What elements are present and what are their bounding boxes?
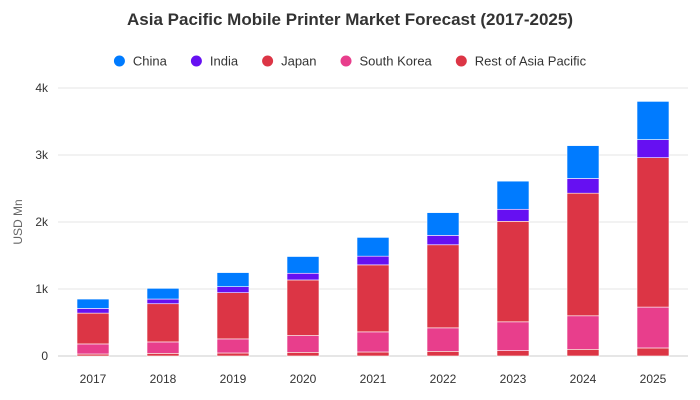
bar-segment[interactable] [146,353,180,357]
legend-item[interactable]: South Korea [340,54,433,69]
legend-label: India [210,54,239,69]
bar-segment[interactable] [496,221,530,323]
legend-swatch [262,55,274,67]
bar-segment[interactable] [566,315,600,350]
y-tick-label: 1k [35,282,49,296]
legend-label: Rest of Asia Pacific [475,54,587,69]
bars [76,101,670,357]
bar-segment[interactable] [496,350,530,357]
bar-segment[interactable] [426,351,460,357]
bar-segment[interactable] [496,208,530,222]
bar-segment[interactable] [356,237,390,257]
y-axis-label: USD Mn [11,199,25,244]
bar-segment[interactable] [286,272,320,281]
x-tick-label: 2018 [150,372,177,386]
bar-segment[interactable] [426,212,460,236]
bar-segment[interactable] [496,321,530,351]
bar-segment[interactable] [76,343,110,355]
bar-segment[interactable] [566,348,600,357]
y-tick-label: 0 [41,349,48,363]
bar-segment[interactable] [426,327,460,352]
x-tick-label: 2023 [500,372,527,386]
bar-segment[interactable] [356,331,390,353]
bar-segment[interactable] [426,235,460,246]
bar-segment[interactable] [76,308,110,314]
bar-segment[interactable] [636,101,670,140]
y-tick-label: 3k [35,148,49,162]
legend-item[interactable]: China [113,54,168,69]
x-tick-label: 2019 [220,372,247,386]
y-axis: 0 1k 2k 3k 4k [35,81,49,363]
bar-segment[interactable] [146,288,180,300]
legend-label: China [133,54,168,69]
bar-segment[interactable] [636,157,670,308]
legend-swatch [340,55,352,67]
legend-swatch [113,55,125,67]
bar-segment[interactable] [76,312,110,345]
bar-segment[interactable] [286,279,320,336]
bar-segment[interactable] [636,306,670,349]
bar-segment[interactable] [76,298,110,309]
x-tick-label: 2021 [360,372,387,386]
bar-segment[interactable] [566,178,600,194]
chart-title: Asia Pacific Mobile Printer Market Forec… [127,10,573,29]
x-tick-label: 2024 [570,372,597,386]
bar-segment[interactable] [146,303,180,343]
bar-segment[interactable] [76,353,110,357]
bar-segment[interactable] [356,351,390,357]
bar-segment[interactable] [566,145,600,179]
bar-segment[interactable] [216,272,250,287]
x-tick-label: 2017 [80,372,107,386]
bar-segment[interactable] [216,286,250,293]
legend-label: South Korea [360,54,433,69]
bar-segment[interactable] [426,244,460,329]
bar-segment[interactable] [496,180,530,210]
legend-swatch [190,55,202,67]
bar-segment[interactable] [636,139,670,158]
legend-item[interactable]: India [190,54,239,69]
bar-segment[interactable] [566,192,600,317]
legend: China India Japan South Korea Rest of Asia P… [113,54,587,69]
x-tick-label: 2025 [640,372,667,386]
legend-label: Japan [281,54,316,69]
bar-segment[interactable] [286,352,320,357]
legend-swatch [455,55,467,67]
x-tick-label: 2022 [430,372,457,386]
y-tick-label: 2k [35,215,49,229]
x-axis: 2017 2018 2019 2020 2021 2022 2023 2024 2025 [80,372,667,386]
bar-segment[interactable] [356,255,390,266]
bar-segment[interactable] [146,341,180,354]
x-tick-label: 2020 [290,372,317,386]
bar-segment[interactable] [216,352,250,357]
y-tick-label: 4k [35,81,49,95]
bar-segment[interactable] [636,347,670,357]
legend-item[interactable]: Japan [262,54,317,69]
bar-segment[interactable] [286,256,320,274]
legend-item[interactable]: Rest of Asia Pacific [455,54,587,69]
bar-segment[interactable] [286,335,320,353]
bar-segment[interactable] [216,292,250,340]
bar-segment[interactable] [146,298,180,305]
bar-segment[interactable] [356,264,390,333]
bar-segment[interactable] [216,338,250,354]
